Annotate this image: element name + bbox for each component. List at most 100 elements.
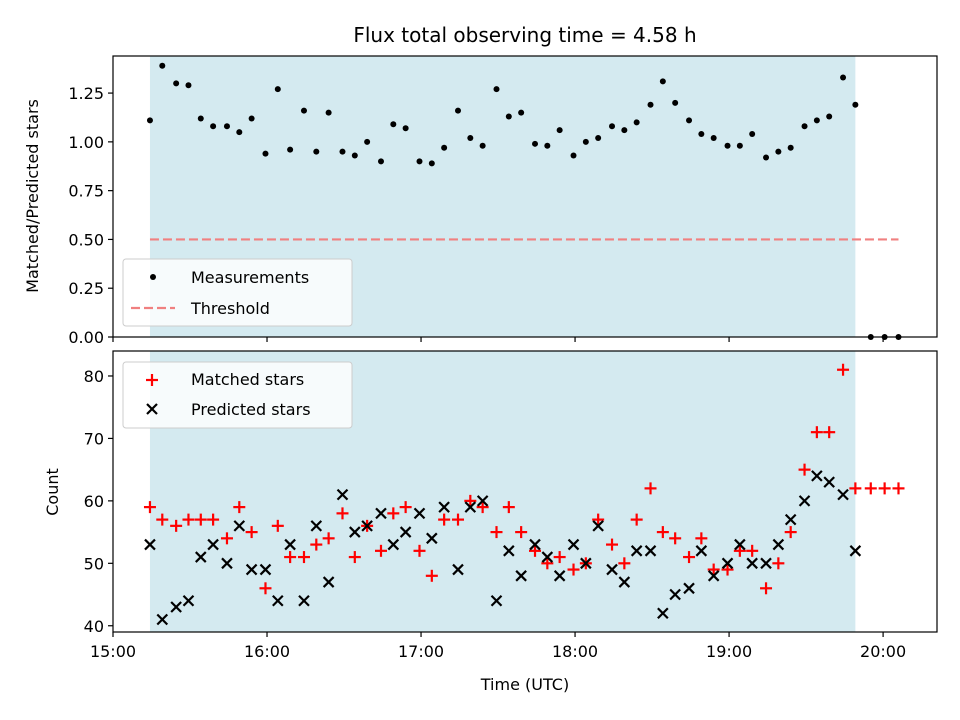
matched-stars-point [399, 501, 412, 514]
measurement-point [801, 123, 808, 130]
predicted-stars-point [823, 476, 835, 488]
measurement-point [609, 123, 616, 130]
predicted-stars-point [259, 563, 272, 576]
measurement-point [518, 109, 525, 116]
measurement-point [377, 158, 384, 165]
measurement-point [402, 125, 409, 132]
measurement-point [441, 144, 448, 151]
predicted-stars-point [529, 538, 541, 551]
x-tick-label: 17:00 [398, 642, 444, 661]
measurement-point [416, 158, 423, 165]
matched-stars-point [425, 569, 438, 582]
measurement-point [698, 131, 705, 138]
matched-stars-point [170, 519, 183, 532]
matched-stars-point [502, 501, 515, 514]
matched-stars-point [245, 526, 258, 539]
predicted-stars-point [849, 545, 862, 557]
legend-threshold-label: Threshold [190, 299, 270, 318]
legend-measurements-label: Measurements [191, 268, 309, 287]
top-y-tick-label: 1.25 [68, 84, 104, 103]
matched-stars-point [553, 551, 566, 564]
measurement-point [852, 101, 859, 108]
measurement-point [479, 142, 486, 149]
predicted-stars-point [669, 588, 681, 601]
measurement-point [262, 150, 269, 157]
x-axis-label: Time (UTC) [480, 675, 569, 694]
matched-stars-point [837, 363, 850, 376]
matched-stars-point [259, 582, 272, 595]
measurement-point [647, 101, 654, 108]
predicted-stars-point [707, 570, 720, 582]
top-y-tick-label: 1.00 [68, 133, 104, 152]
matched-stars-point [515, 526, 528, 539]
matched-stars-point [322, 532, 335, 545]
predicted-stars-point [811, 470, 823, 482]
matched-stars-point [207, 513, 220, 526]
predicted-stars-point [746, 557, 758, 570]
measurement-point [582, 138, 589, 145]
matched-stars-point [336, 507, 349, 520]
predicted-stars-point [272, 594, 284, 607]
measurement-point [532, 140, 539, 147]
measurement-point [159, 62, 166, 69]
measurement-point [763, 154, 770, 161]
measurement-point [185, 82, 192, 89]
measurement-point [493, 86, 500, 93]
matched-stars-point [644, 482, 657, 495]
legend-matched-marker [146, 374, 158, 386]
predicted-stars-point [207, 538, 219, 551]
matched-stars-point [297, 551, 310, 564]
measurement-point [710, 134, 717, 141]
measurement-point [775, 148, 782, 155]
predicted-stars-point [464, 501, 477, 513]
top-y-tick-label: 0.75 [68, 182, 104, 201]
predicted-stars-point [734, 538, 746, 551]
chart-title: Flux total observing time = 4.58 h [353, 23, 696, 47]
predicted-stars-point [245, 563, 258, 576]
matched-stars-point [233, 501, 246, 514]
matched-stars-point [271, 519, 284, 532]
top-legend: Measurements Threshold [122, 258, 353, 327]
matched-stars-point [683, 551, 696, 564]
predicted-stars-point [567, 538, 580, 551]
matched-stars-point [606, 538, 619, 551]
bottom-panel: 40 50 60 70 80 15:00 16:00 17:00 18:00 19:00 20:0… [43, 350, 938, 694]
measurement-point [325, 109, 332, 116]
predicted-stars-point [452, 563, 464, 576]
predicted-stars-point [657, 607, 669, 620]
measurement-point [287, 146, 294, 153]
matched-stars-point [194, 513, 207, 526]
top-plot-frame [112, 55, 938, 338]
predicted-stars-point [156, 613, 169, 626]
x-tick-label: 15:00 [90, 642, 136, 661]
predicted-stars-point [553, 570, 566, 582]
predicted-stars-point [683, 582, 695, 595]
legend-matched-label: Matched stars [191, 370, 304, 389]
top-panel: 0.00 0.25 0.50 0.75 1.00 1.25 Matched/Predict… [23, 55, 938, 347]
matched-stars-point [541, 557, 554, 570]
measurement-point [236, 129, 243, 136]
predicted-stars-point [413, 507, 426, 520]
measurement-point [339, 148, 346, 155]
matched-stars-point [464, 494, 477, 507]
predicted-stars-point [784, 513, 797, 526]
matched-stars-point [529, 544, 542, 557]
measurement-point [467, 134, 474, 141]
predicted-stars-point [387, 538, 400, 551]
predicted-stars-point [618, 576, 631, 588]
x-tick-label: 19:00 [706, 642, 752, 661]
measurement-point [736, 142, 743, 149]
predicted-stars-point [195, 551, 207, 563]
top-y-tick-label: 0.00 [68, 328, 104, 347]
legend-predicted-label: Predicted stars [191, 400, 311, 419]
predicted-stars-point [233, 520, 246, 532]
matched-stars-point [798, 463, 811, 476]
matched-stars-point [476, 501, 489, 514]
measurement-point [544, 142, 551, 149]
measurement-point [749, 131, 756, 138]
predicted-stars-point [476, 495, 489, 507]
measurement-point [787, 144, 794, 151]
measurement-point [223, 123, 230, 130]
predicted-stars-point [580, 557, 592, 570]
